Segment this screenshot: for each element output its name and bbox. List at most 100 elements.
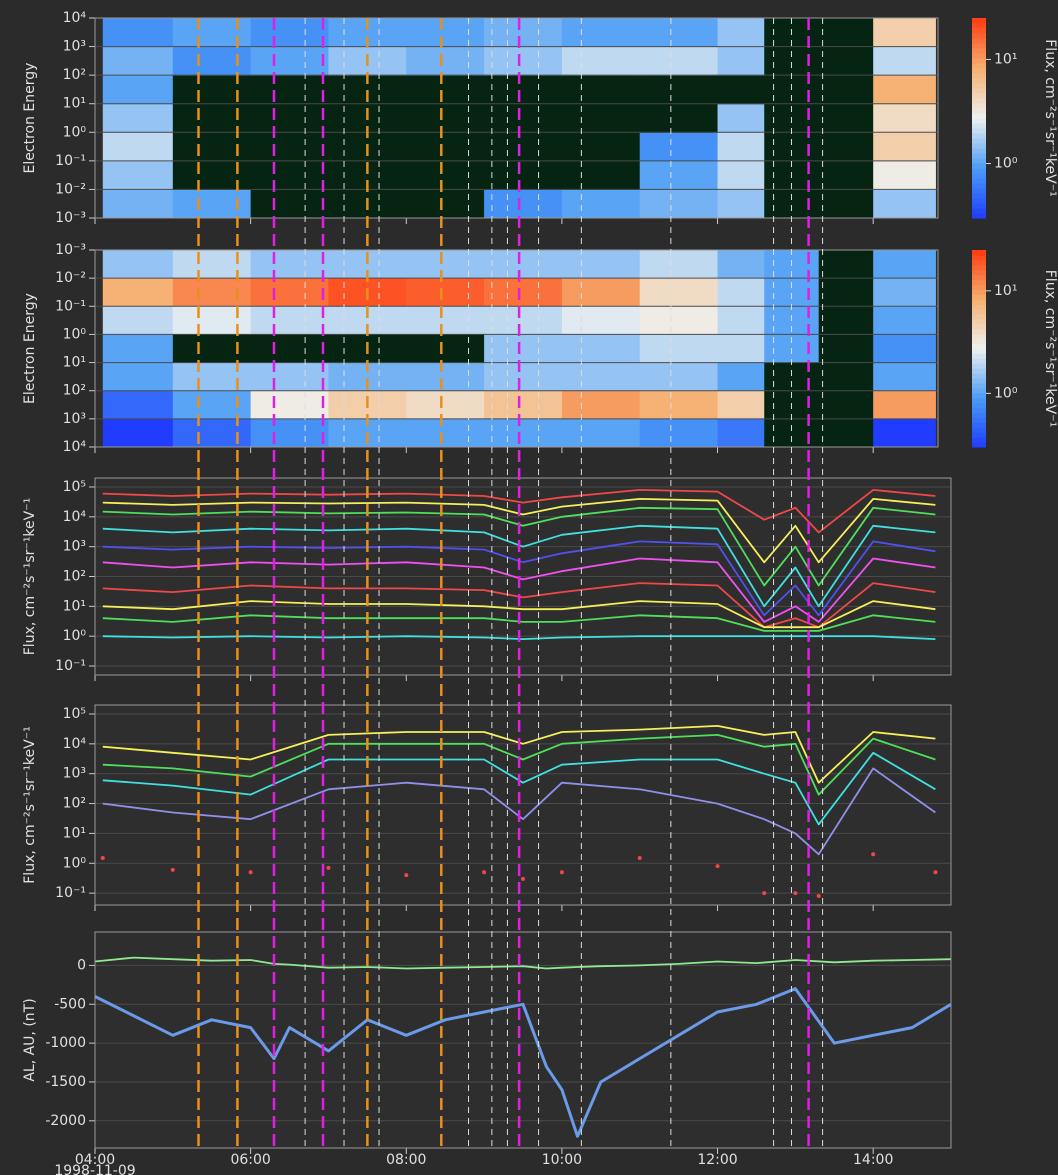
colorbar-label: Flux, cm⁻²s⁻¹sr⁻¹keV⁻¹ <box>1042 39 1058 197</box>
heatmap-cell <box>718 104 765 133</box>
y-tick-label: 10³ <box>63 39 86 55</box>
heatmap-cell <box>873 189 936 218</box>
heatmap-cell <box>103 419 174 448</box>
heatmap-cell <box>873 250 936 279</box>
y-axis-label: Flux, cm⁻²s⁻¹sr⁻¹keV⁻¹ <box>22 726 38 884</box>
colorbar-segment <box>972 203 986 209</box>
heatmap-cell <box>251 306 329 335</box>
data-point <box>793 891 797 895</box>
y-tick-label: 10⁻² <box>55 181 86 197</box>
colorbar-tick-label: 10¹ <box>994 283 1017 299</box>
colorbar-segment <box>972 38 986 44</box>
heatmap-cell <box>484 132 562 161</box>
colorbar-segment <box>972 178 986 184</box>
y-tick-label: 10⁻³ <box>55 210 86 226</box>
colorbar-segment <box>972 250 986 255</box>
colorbar-segment <box>972 193 986 199</box>
heatmap-cell <box>173 363 251 392</box>
heatmap-cell <box>718 278 765 307</box>
heatmap-cell <box>251 75 329 104</box>
y-tick-label: -2000 <box>45 1113 86 1129</box>
colorbar-segment <box>972 417 986 422</box>
heatmap-cell <box>819 363 874 392</box>
heatmap-cell <box>640 391 718 420</box>
colorbar-segment <box>972 53 986 59</box>
heatmap-cell <box>103 391 174 420</box>
heatmap-cell <box>173 161 251 190</box>
heatmap-cell <box>173 391 251 420</box>
heatmap-cell <box>640 132 718 161</box>
y-tick-label: 10³ <box>63 539 86 555</box>
colorbar-segment <box>972 58 986 64</box>
data-point <box>521 877 525 881</box>
colorbar-segment <box>972 353 986 358</box>
heatmap-cell <box>173 334 251 363</box>
y-tick-label: 10⁻¹ <box>55 153 86 169</box>
heatmap-cell <box>484 391 562 420</box>
y-axis-label: AL, AU, (nT) <box>22 998 38 1081</box>
x-tick-label: 14:00 <box>853 1152 893 1168</box>
heatmap-cell <box>251 132 329 161</box>
colorbar-segment <box>972 78 986 84</box>
heatmap-cell <box>406 278 484 307</box>
heatmap-cell <box>173 132 251 161</box>
heatmap-cell <box>406 189 484 218</box>
colorbar-segment <box>972 294 986 299</box>
heatmap-cell <box>640 189 718 218</box>
heatmap-cell <box>718 75 765 104</box>
heatmap-cell <box>764 132 819 161</box>
heatmap-cell <box>873 391 936 420</box>
heatmap-cell <box>764 419 819 448</box>
heatmap-cell <box>819 104 874 133</box>
heatmap-cell <box>251 419 329 448</box>
heatmap-cell <box>103 161 174 190</box>
colorbar-segment <box>972 138 986 144</box>
colorbar-segment <box>972 123 986 129</box>
heatmap-cell <box>406 47 484 76</box>
colorbar-segment <box>972 260 986 265</box>
heatmap-cell <box>103 334 174 363</box>
heatmap-cell <box>819 75 874 104</box>
heatmap-cell <box>406 18 484 47</box>
colorbar-segment <box>972 422 986 427</box>
colorbar-segment <box>972 442 986 447</box>
heatmap-cell <box>873 419 936 448</box>
colorbar-segment <box>972 299 986 304</box>
heatmap-cell <box>251 363 329 392</box>
colorbar-segment <box>972 198 986 204</box>
heatmap-cell <box>251 189 329 218</box>
colorbar-segment <box>972 373 986 378</box>
heatmap-cell <box>640 334 718 363</box>
heatmap-cell <box>406 334 484 363</box>
heatmap-cell <box>406 161 484 190</box>
colorbar-segment <box>972 88 986 94</box>
heatmap-cell <box>406 75 484 104</box>
heatmap-cell <box>103 278 174 307</box>
heatmap-cell <box>562 189 640 218</box>
heatmap-cell <box>103 363 174 392</box>
colorbar-segment <box>972 432 986 437</box>
y-axis-label: Flux, cm⁻²s⁻¹sr⁻¹keV⁻¹ <box>22 498 38 656</box>
colorbar-segment <box>972 319 986 324</box>
colorbar-segment <box>972 344 986 349</box>
heatmap-cell <box>251 334 329 363</box>
colorbar-segment <box>972 173 986 179</box>
heatmap-cell <box>173 250 251 279</box>
heatmap-cell <box>484 18 562 47</box>
colorbar-segment <box>972 118 986 124</box>
colorbar-segment <box>972 368 986 373</box>
heatmap-cell <box>640 306 718 335</box>
heatmap-cell <box>819 161 874 190</box>
y-tick-label: 10⁰ <box>63 855 87 871</box>
heatmap-cell <box>873 18 936 47</box>
y-tick-label: -500 <box>54 996 86 1012</box>
heatmap-cell <box>640 363 718 392</box>
x-tick-label: 08:00 <box>386 1152 426 1168</box>
heatmap-cell <box>484 306 562 335</box>
y-tick-label: 10⁵ <box>63 706 86 722</box>
heatmap-cell <box>873 306 936 335</box>
heatmap-cell <box>764 189 819 218</box>
heatmap-cell <box>173 18 251 47</box>
colorbar-segment <box>972 349 986 354</box>
heatmap-cell <box>484 250 562 279</box>
